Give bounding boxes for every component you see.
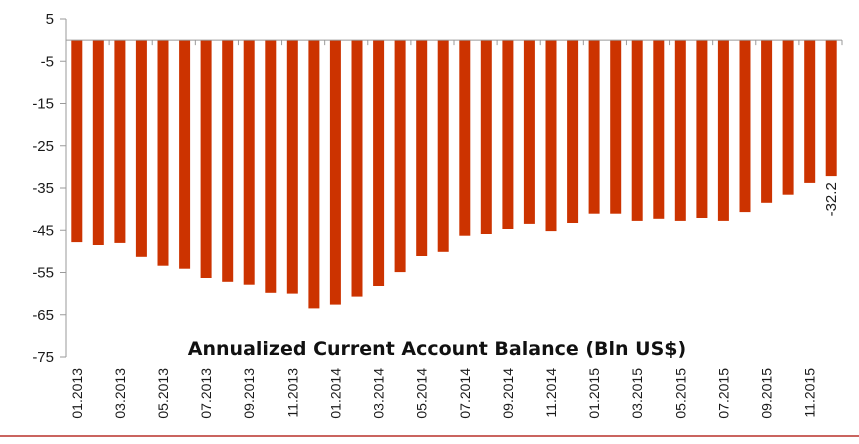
x-tick-label: 09.2015 [759, 368, 775, 419]
bar-07.2014 [459, 40, 471, 236]
bar-12.2013 [308, 40, 320, 309]
bar-12.2014 [567, 40, 579, 223]
bar-03.2013 [114, 40, 126, 243]
x-tick-label: 07.2014 [457, 368, 473, 419]
x-tick-label: 03.2015 [629, 368, 645, 419]
bar-06.2015 [696, 40, 708, 218]
y-tick-label: 5 [46, 11, 54, 28]
bar-09.2014 [502, 40, 514, 229]
bar-04.2013 [135, 40, 147, 257]
x-tick-label: 05.2013 [155, 368, 171, 419]
bar-05.2015 [674, 40, 686, 221]
bar-11.2013 [286, 40, 298, 294]
x-axis: 01.2013 03.2013 05.2013 07.2013 09.2013 11.20… [66, 39, 843, 419]
bar-08.2015 [739, 40, 751, 213]
bar-06.2013 [179, 40, 191, 269]
bar-07.2013 [200, 40, 212, 278]
bar-09.2015 [761, 40, 773, 203]
bar-03.2014 [373, 40, 385, 286]
bar-02.2013 [92, 40, 104, 245]
bar-01.2013 [71, 40, 83, 243]
x-tick-label: 09.2013 [241, 368, 257, 419]
y-tick-label: -75 [32, 349, 54, 366]
bar-08.2013 [222, 40, 234, 282]
x-tick-label: 03.2013 [112, 368, 128, 419]
bar-01.2014 [329, 40, 341, 305]
bar-05.2014 [416, 40, 428, 256]
bar-12.2015 [825, 40, 837, 177]
bar-11.2015 [804, 40, 816, 183]
x-tick-label: 01.2013 [69, 368, 85, 419]
bar-04.2015 [653, 40, 665, 219]
data-labels: -32.2 [823, 182, 840, 216]
y-axis: 5 -5 -15 -25 -35 -45 -55 -65 -75 [32, 11, 67, 366]
bar-07.2015 [717, 40, 729, 221]
x-tick-label: 01.2015 [586, 368, 602, 419]
x-tick-label: 11.2015 [802, 368, 818, 418]
data-label: -32.2 [823, 182, 840, 216]
y-tick-label: -5 [41, 53, 54, 70]
bar-05.2013 [157, 40, 169, 266]
bar-02.2015 [610, 40, 622, 214]
y-tick-label: -25 [32, 138, 54, 155]
bar-02.2014 [351, 40, 363, 297]
x-tick-label: 11.2013 [284, 368, 300, 418]
x-tick-label: 09.2014 [500, 368, 516, 419]
bar-10.2015 [782, 40, 794, 195]
bar-03.2015 [631, 40, 643, 221]
y-tick-label: -15 [32, 96, 54, 113]
chart-title: Annualized Current Account Balance (Bln … [188, 338, 686, 360]
bar-06.2014 [437, 40, 449, 252]
y-tick-label: -45 [32, 222, 54, 239]
bars [71, 40, 837, 309]
bar-10.2014 [523, 40, 535, 224]
y-tick-label: -65 [32, 307, 54, 324]
x-tick-label: 03.2014 [371, 368, 387, 419]
bar-01.2015 [588, 40, 600, 214]
x-tick-label: 05.2014 [414, 368, 430, 419]
x-tick-label: 01.2014 [327, 368, 343, 419]
x-tick-label: 07.2013 [198, 368, 214, 419]
bar-11.2014 [545, 40, 557, 232]
y-tick-label: -55 [32, 265, 54, 282]
bar-08.2014 [480, 40, 492, 234]
bar-10.2013 [265, 40, 277, 293]
bar-04.2014 [394, 40, 406, 273]
x-tick-label: 11.2014 [543, 368, 559, 418]
bar-09.2013 [243, 40, 255, 285]
x-tick-label: 05.2015 [672, 368, 688, 419]
x-tick-label: 07.2015 [715, 368, 731, 419]
y-tick-label: -35 [32, 180, 54, 197]
